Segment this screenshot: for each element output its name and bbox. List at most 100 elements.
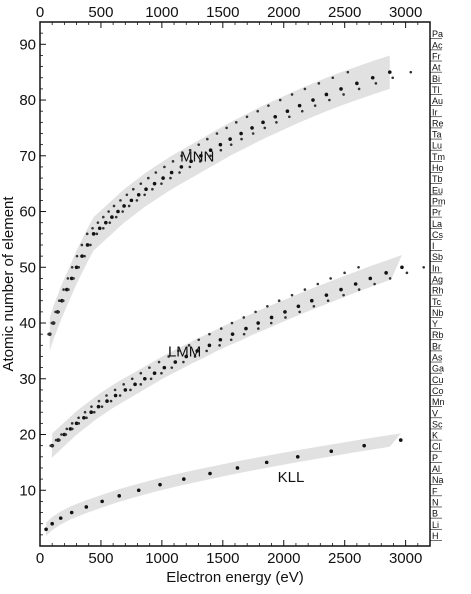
point-lmm bbox=[266, 304, 269, 308]
point-mnn bbox=[144, 187, 148, 192]
point-mnn bbox=[143, 193, 146, 197]
point-mnn bbox=[324, 92, 329, 97]
top-tick-label: 500 bbox=[88, 4, 113, 21]
element-label: Bi bbox=[432, 74, 440, 84]
point-lmm bbox=[269, 315, 274, 320]
point-lmm bbox=[384, 271, 388, 275]
point-kll bbox=[136, 488, 141, 493]
point-mnn bbox=[290, 93, 294, 96]
y-tick-label: 10 bbox=[19, 482, 36, 499]
point-mnn bbox=[163, 165, 166, 169]
point-mnn bbox=[154, 171, 158, 174]
element-label: Li bbox=[432, 520, 439, 530]
element-label: Na bbox=[432, 475, 444, 485]
point-mnn bbox=[75, 254, 79, 258]
element-label: Rh bbox=[432, 286, 444, 296]
point-mnn bbox=[346, 70, 350, 74]
point-mnn bbox=[91, 226, 94, 230]
point-mnn bbox=[278, 98, 282, 102]
point-lmm bbox=[105, 394, 108, 397]
point-lmm bbox=[60, 433, 63, 436]
point-lmm bbox=[357, 265, 360, 269]
point-lmm bbox=[130, 377, 134, 381]
point-mnn bbox=[108, 221, 112, 224]
point-kll bbox=[44, 527, 48, 532]
point-lmm bbox=[157, 360, 161, 364]
point-lmm bbox=[342, 293, 345, 297]
point-lmm bbox=[303, 288, 307, 291]
point-mnn bbox=[91, 232, 96, 236]
point-mnn bbox=[129, 198, 134, 203]
element-label: Ho bbox=[432, 163, 444, 173]
point-mnn bbox=[49, 332, 52, 336]
point-lmm bbox=[197, 338, 201, 342]
point-lmm bbox=[357, 288, 361, 291]
x-tick-label: 1000 bbox=[145, 550, 178, 567]
point-mnn bbox=[189, 159, 193, 164]
element-label: Ga bbox=[432, 364, 444, 374]
point-kll bbox=[100, 499, 104, 504]
point-lmm bbox=[83, 410, 87, 414]
point-mnn bbox=[125, 193, 129, 197]
point-mnn bbox=[97, 226, 102, 231]
point-lmm bbox=[123, 388, 128, 392]
point-mnn bbox=[70, 265, 74, 269]
element-label: Cl bbox=[432, 442, 441, 452]
bottom-axis: 0 500 1000 1500 2000 2500 3000 bbox=[36, 540, 431, 567]
annotation-lmm: LMM bbox=[168, 343, 201, 360]
point-mnn bbox=[215, 132, 219, 135]
point-mnn bbox=[95, 232, 99, 236]
element-label: Pr bbox=[432, 208, 441, 218]
point-mnn bbox=[409, 70, 413, 74]
point-lmm bbox=[269, 321, 273, 325]
x-tick-label: 2500 bbox=[328, 550, 361, 567]
element-label: I bbox=[432, 241, 435, 251]
point-mnn bbox=[101, 215, 105, 219]
point-lmm bbox=[339, 287, 343, 292]
element-label: Cu bbox=[432, 375, 444, 385]
point-mnn bbox=[313, 104, 317, 107]
element-label: F bbox=[432, 486, 438, 496]
point-mnn bbox=[188, 148, 192, 152]
top-tick-label: 1000 bbox=[145, 4, 178, 21]
element-label: Mn bbox=[432, 397, 445, 407]
point-mnn bbox=[178, 171, 181, 174]
point-mnn bbox=[256, 109, 260, 113]
point-mnn bbox=[89, 243, 92, 247]
point-lmm bbox=[139, 383, 143, 386]
point-kll bbox=[295, 455, 300, 459]
point-lmm bbox=[405, 271, 409, 275]
point-mnn bbox=[339, 87, 343, 91]
x-tick-label: 2000 bbox=[267, 550, 300, 567]
point-kll bbox=[362, 443, 366, 448]
point-lmm bbox=[109, 399, 113, 403]
element-label: Tm bbox=[432, 152, 445, 162]
element-label: Pa bbox=[432, 29, 443, 39]
element-label: Ta bbox=[432, 130, 442, 140]
point-mnn bbox=[228, 137, 232, 141]
point-mnn bbox=[66, 277, 70, 280]
element-label: At bbox=[432, 63, 441, 73]
point-mnn bbox=[116, 209, 120, 214]
point-lmm bbox=[326, 299, 330, 303]
x-tick-label: 3000 bbox=[389, 550, 422, 567]
point-mnn bbox=[328, 98, 331, 102]
y-tick-label: 30 bbox=[19, 371, 36, 388]
point-mnn bbox=[151, 187, 154, 191]
point-lmm bbox=[77, 416, 80, 420]
y-axis-title: Atomic number of element bbox=[0, 196, 17, 372]
series-kll bbox=[44, 438, 403, 532]
element-label: Y bbox=[432, 319, 438, 329]
element-label: K bbox=[432, 431, 438, 441]
top-tick-label: 2500 bbox=[328, 4, 361, 21]
point-mnn bbox=[83, 254, 86, 258]
point-lmm bbox=[230, 332, 235, 336]
point-lmm bbox=[229, 338, 233, 342]
point-kll bbox=[208, 471, 212, 476]
point-mnn bbox=[135, 199, 139, 202]
point-kll bbox=[84, 505, 89, 509]
point-lmm bbox=[298, 310, 301, 314]
point-lmm bbox=[283, 310, 287, 314]
point-lmm bbox=[139, 371, 143, 375]
